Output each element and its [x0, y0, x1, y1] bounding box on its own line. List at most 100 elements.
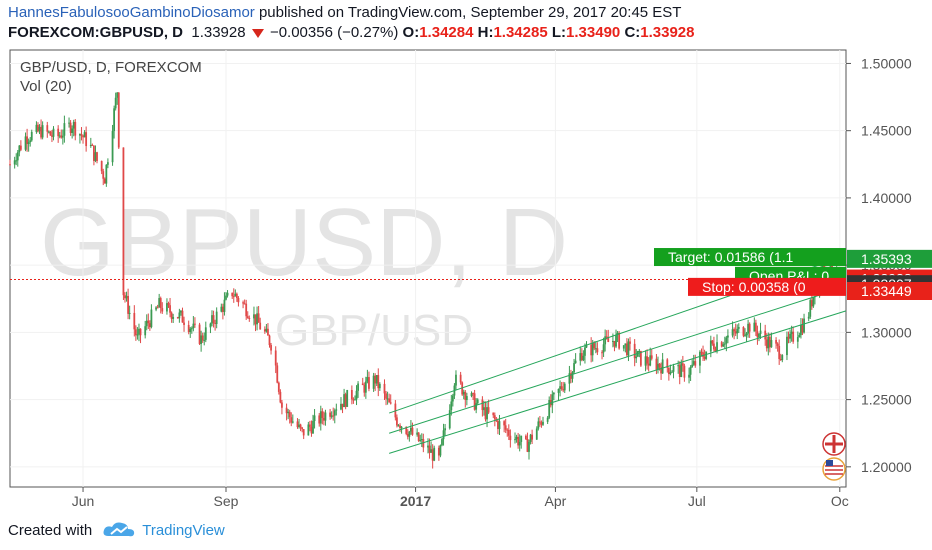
candle-body: [727, 335, 729, 338]
candle-body: [789, 333, 791, 339]
candle-body: [232, 296, 235, 298]
close-label: C:: [624, 24, 641, 41]
candle-body: [574, 360, 577, 364]
candle-body: [459, 374, 462, 383]
candle-body: [649, 355, 652, 366]
position-label[interactable]: Target: 0.01586 (1.1: [654, 248, 846, 267]
candle-body: [298, 424, 300, 428]
candle-body: [133, 312, 136, 330]
candle-body: [172, 317, 175, 319]
candle-body: [71, 128, 74, 133]
candle-body: [166, 303, 168, 312]
candle-body: [200, 335, 203, 344]
plot-area[interactable]: [9, 49, 847, 488]
candle-body: [492, 412, 495, 416]
candle-body: [183, 322, 185, 325]
watermark-big: GBPUSD, D: [40, 189, 568, 296]
candle-body: [506, 429, 509, 431]
candle-body: [655, 358, 658, 370]
candle-body: [582, 355, 585, 361]
low-label: L:: [551, 24, 567, 41]
candle-body: [702, 352, 704, 357]
candle-body: [559, 386, 561, 389]
candle-body: [378, 383, 381, 389]
candle-body: [487, 407, 490, 413]
candle-body: [753, 322, 756, 332]
candle-body: [148, 323, 151, 328]
candle-body: [520, 435, 523, 442]
author-link[interactable]: HannesFabulosooGambinoDiosamor: [8, 4, 255, 21]
candle-body: [103, 178, 106, 184]
candle-body: [538, 421, 541, 423]
channel-line-middle[interactable]: [388, 286, 847, 434]
tradingview-link[interactable]: TradingView: [142, 521, 225, 539]
change-value: −0.00356 (−0.27%): [269, 24, 399, 41]
candle-body: [225, 295, 227, 300]
candle-body: [296, 421, 299, 428]
channel-line-lower[interactable]: [389, 310, 847, 454]
candle-body: [723, 343, 726, 345]
candle-body: [290, 417, 293, 423]
candle-body: [214, 322, 217, 324]
candle-body: [812, 296, 815, 307]
candle-body: [744, 335, 746, 337]
candle-body: [374, 375, 377, 384]
candle-body: [486, 407, 488, 420]
candle-body: [770, 340, 773, 348]
candle-body: [796, 337, 799, 342]
candle-body: [615, 334, 617, 347]
candle-body: [319, 411, 322, 424]
candle-body: [68, 122, 70, 124]
x-tick-label: Apr: [545, 493, 567, 509]
candle-body: [604, 336, 607, 345]
candle-body: [180, 310, 182, 313]
candle-body: [691, 364, 694, 368]
candle-body: [584, 347, 586, 356]
candle-body: [190, 328, 193, 330]
candle-body: [551, 394, 554, 406]
publish-info: HannesFabulosooGambinoDiosamor published…: [8, 4, 681, 21]
candle-body: [405, 426, 408, 434]
candle-body: [57, 128, 60, 137]
candle-body: [79, 134, 81, 136]
candle-body: [472, 393, 474, 395]
candle-body: [776, 343, 779, 346]
candle-body: [82, 135, 84, 138]
candle-body: [285, 407, 288, 414]
candle-body: [540, 422, 543, 425]
candle-body: [80, 134, 83, 136]
candle-body: [786, 336, 788, 356]
candle-body: [253, 314, 255, 319]
candle-body: [410, 427, 412, 432]
candle-body: [100, 161, 103, 172]
price-label-text: 1.35393: [861, 251, 912, 267]
candle-body: [671, 371, 673, 373]
candle-body: [74, 121, 77, 136]
candle-body: [49, 131, 52, 136]
price-label-bg: [847, 281, 932, 300]
candle-body: [431, 449, 434, 461]
candle-body: [400, 426, 403, 429]
position-label[interactable]: Stop: 0.00358 (0: [688, 277, 846, 296]
candle-body: [26, 136, 28, 144]
position-label-bg: [654, 248, 846, 267]
watermark-small: GBP/USD: [275, 306, 473, 355]
candle-body: [677, 365, 680, 367]
candle-body: [666, 359, 669, 368]
candle-body: [635, 356, 638, 359]
y-tick-label: 1.30000: [861, 324, 912, 340]
candle-body: [29, 140, 32, 143]
published-text: published on TradingView.com, September …: [258, 4, 682, 21]
candle-body: [580, 353, 583, 361]
candle-body: [775, 340, 777, 344]
candle-body: [428, 445, 431, 453]
candle-body: [145, 320, 148, 327]
candle-body: [346, 390, 349, 407]
candle-body: [493, 415, 496, 420]
candle-body: [629, 341, 631, 344]
candle-body: [455, 374, 457, 386]
candle-body: [778, 345, 781, 359]
candle-body: [613, 340, 616, 347]
candle-body: [792, 331, 795, 342]
